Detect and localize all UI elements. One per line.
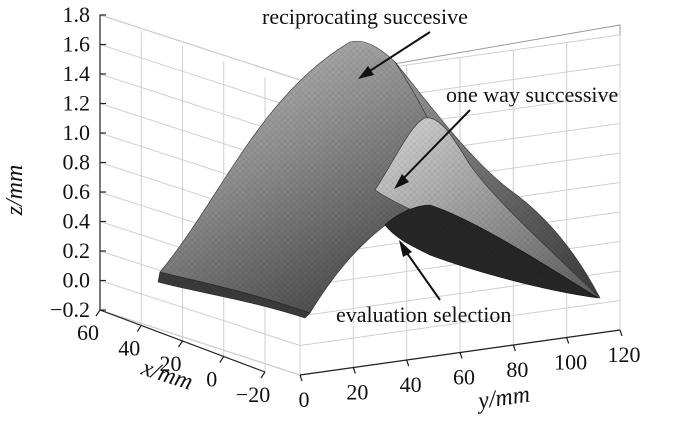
y-tick-labels: 0 20 40 60 80 100 120 [299,329,641,412]
x-tick-mark [178,340,183,348]
arrow-reciprocating [361,31,431,77]
z-tick-label: −0.2 [50,297,90,322]
y-tick-label: 120 [608,342,641,367]
z-gridline-left [99,14,301,81]
y-tick-mark [406,359,410,367]
y-tick-mark [299,374,303,382]
surface [157,40,601,319]
z-tick-label: 1.4 [63,61,91,86]
z-tick-label: 0.2 [63,238,91,263]
z-tick-label: 1.2 [63,91,91,116]
annotations: reciprocating succesive one way successi… [262,4,618,327]
z-tick-label: 0.6 [63,179,91,204]
z-tick-labels: −0.2 0.0 0.2 0.4 0.6 0.8 1.0 1.2 1.4 1.6 1.8 [50,2,106,322]
y-tick-mark [512,344,516,352]
x-tick-label: −20 [236,382,270,407]
x-tick-label: 0 [206,367,217,392]
arrow-evaluation [401,245,441,301]
z-gridline-left [99,280,301,346]
x-tick-label: 40 [118,336,140,361]
z-gridline-left [99,309,301,376]
y-tick-mark [352,367,356,374]
surface-mesh-overlay [160,42,600,313]
x-tick-label: 60 [77,320,99,345]
arrowhead-reciprocating-icon [358,66,374,79]
x-tick-label: 20 [160,351,182,376]
y-tick-label: 0 [299,387,310,412]
z-tick-label: 0.4 [63,209,91,234]
z-tick-label: 1.6 [63,32,91,57]
z-tick-label: 1.0 [63,120,91,145]
arrowhead-evaluation-icon [399,240,412,257]
x-tick-mark [260,371,266,379]
x-tick-labels: 60 40 20 0 −20 [77,309,270,407]
x-tick-mark [219,356,225,363]
y-tick-label: 80 [506,357,528,382]
x-axis-label: x/mm [137,355,195,396]
arrowhead-one-way-icon [394,174,409,189]
annotation-one-way: one way successive [446,82,618,107]
x-tick-mark [95,309,101,317]
annotation-evaluation: evaluation selection [336,302,511,327]
y-tick-label: 100 [554,350,587,375]
z-tick-label: 1.8 [63,2,91,27]
z-tick-label: 0.0 [63,268,91,293]
y-axis-label: y/mm [474,382,531,415]
y-tick-label: 60 [453,365,475,390]
y-tick-label: 20 [346,380,368,405]
z-gridline-left [99,44,301,110]
y-tick-label: 40 [400,372,422,397]
y-tick-mark [459,352,463,359]
annotation-reciprocating: reciprocating succesive [262,4,468,29]
x-tick-mark [136,325,142,332]
z-axis-label: z/mm [2,165,28,217]
y-tick-mark [566,337,570,344]
y-tick-mark [619,329,623,337]
z-tick-label: 0.8 [63,150,91,175]
arrow-one-way [397,109,471,185]
